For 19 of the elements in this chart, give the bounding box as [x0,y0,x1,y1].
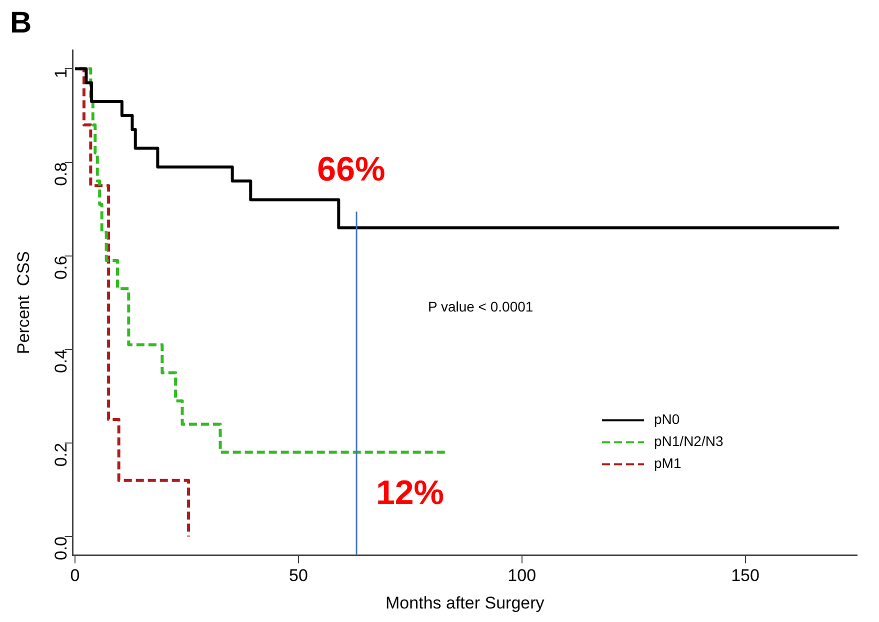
annotation: 12% [376,474,444,512]
annotation: P value < 0.0001 [428,298,534,315]
y-tick-label: 0.8 [51,162,70,186]
chart-title: B [10,6,32,40]
x-tick-label: 150 [731,566,760,586]
legend-label: pN1/N2/N3 [654,433,724,450]
x-tick-label: 100 [508,566,536,586]
legend-label: pN0 [654,411,680,428]
y-tick-label: 1 [51,68,70,78]
y-tick-label: 0.6 [51,256,70,280]
y-tick-label: 0.0 [51,536,70,560]
legend-label: pM1 [654,455,682,472]
x-axis-title: Months after Surgery [386,593,545,612]
annotation: 66% [317,150,386,189]
y-axis-title: Percent CSS [14,251,33,354]
y-tick-label: 0.4 [51,349,70,374]
x-tick-label: 0 [70,566,80,586]
y-tick-label: 0.2 [51,442,70,467]
x-tick-label: 50 [288,566,308,586]
